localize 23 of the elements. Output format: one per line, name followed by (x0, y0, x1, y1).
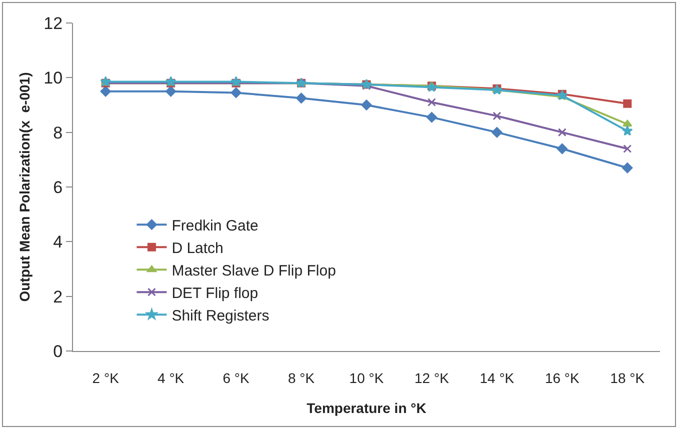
x-tick-label: 16 °K (544, 370, 580, 386)
legend-label: Master Slave D Flip Flop (172, 262, 336, 280)
legend-label: Shift Registers (172, 307, 270, 324)
legend-label: Fredkin Gate (172, 217, 258, 234)
y-tick-label: 6 (53, 178, 63, 197)
legend-label: DET Flip flop (172, 284, 258, 302)
y-tick-label: 4 (53, 232, 63, 252)
x-tick-label: 8 °K (288, 370, 316, 386)
legend-label: D Latch (172, 240, 224, 257)
x-tick-label: 6 °K (222, 370, 250, 386)
x-tick-label: 12 °K (414, 370, 450, 386)
y-tick-label: 8 (53, 123, 63, 142)
y-tick-label: 10 (44, 68, 63, 88)
x-tick-label: 10 °K (349, 370, 384, 386)
y-tick-label: 2 (53, 287, 63, 306)
x-tick-label: 18 °K (610, 370, 646, 386)
x-tick-label: 4 °K (158, 370, 185, 386)
y-tick-label: 12 (44, 14, 63, 33)
x-tick-label: 14 °K (480, 370, 515, 386)
x-axis-title: Temperature in °K (306, 400, 426, 416)
x-tick-label: 2 °K (92, 370, 120, 386)
y-tick-label: 0 (53, 342, 63, 361)
y-axis-title: Output Mean Polarization(x e-001) (16, 72, 32, 302)
